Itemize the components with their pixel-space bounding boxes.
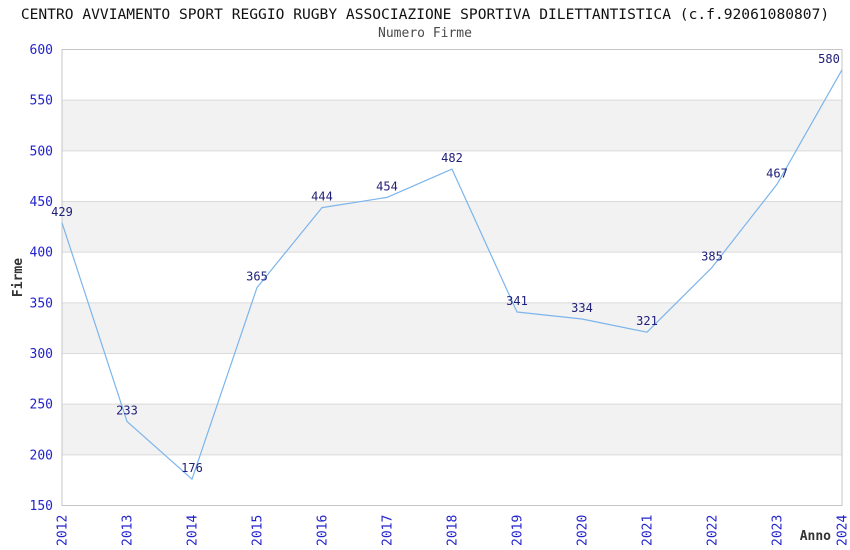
- data-label: 334: [571, 301, 593, 315]
- y-tick-label: 300: [30, 347, 53, 362]
- x-tick-label: 2024: [836, 515, 850, 546]
- background-band: [62, 100, 842, 151]
- x-tick-label: 2013: [121, 515, 136, 546]
- background-band: [62, 404, 842, 455]
- x-tick-label: 2012: [56, 515, 71, 546]
- x-tick-label: 2019: [511, 515, 526, 546]
- data-label: 385: [701, 249, 723, 263]
- data-label: 365: [246, 270, 268, 284]
- y-tick-label: 600: [30, 43, 53, 58]
- data-label: 482: [441, 151, 463, 165]
- chart-title: CENTRO AVVIAMENTO SPORT REGGIO RUGBY ASS…: [20, 6, 830, 23]
- y-tick-label: 150: [30, 499, 53, 514]
- x-tick-label: 2017: [381, 515, 396, 546]
- data-label: 233: [116, 403, 138, 417]
- data-label: 176: [181, 461, 203, 475]
- data-label: 429: [51, 205, 73, 219]
- y-tick-label: 450: [30, 195, 53, 210]
- data-label: 321: [636, 314, 658, 328]
- data-label: 341: [506, 294, 528, 308]
- y-axis-title: Firme: [11, 258, 26, 297]
- background-band: [62, 302, 842, 354]
- x-tick-label: 2020: [576, 515, 591, 546]
- x-tick-label: 2014: [186, 515, 201, 546]
- x-tick-label: 2016: [316, 515, 331, 546]
- data-label: 467: [766, 166, 788, 180]
- series-line: [61, 69, 843, 480]
- y-tick-label: 350: [30, 296, 53, 311]
- x-tick-label: 2022: [706, 515, 721, 546]
- plot-border: [61, 49, 843, 506]
- y-tick-label: 200: [30, 448, 53, 463]
- x-tick-label: 2018: [446, 515, 461, 546]
- data-label: 454: [376, 179, 398, 193]
- data-label: 580: [818, 52, 840, 66]
- x-tick-label: 2023: [771, 515, 786, 546]
- x-axis-title: Anno: [800, 529, 831, 544]
- y-tick-label: 250: [30, 398, 53, 413]
- data-label: 444: [311, 190, 333, 204]
- x-tick-label: 2021: [641, 515, 656, 546]
- chart-subtitle: Numero Firme: [378, 26, 472, 41]
- x-tick-label: 2015: [251, 515, 266, 546]
- background-band: [62, 201, 842, 253]
- y-tick-label: 550: [30, 94, 53, 109]
- y-tick-label: 400: [30, 246, 53, 261]
- y-tick-label: 500: [30, 144, 53, 159]
